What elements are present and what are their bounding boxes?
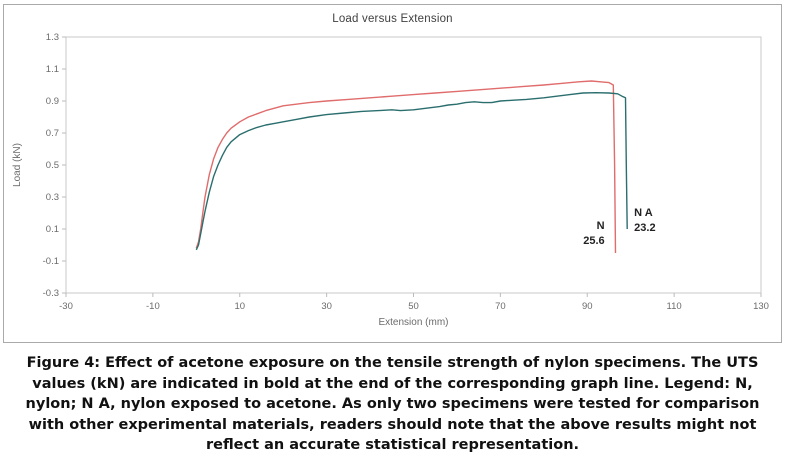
chart-panel: Load versus Extension -30 -10 10 30 50 70 90 11… [3,4,782,343]
y-tick-label: 0.9 [46,96,59,107]
y-tick-label: 0.5 [46,160,59,171]
y-tick-label: 0.1 [46,224,59,235]
uts-series-label: N A [634,207,653,219]
uts-value-label: 25.6 [583,235,604,247]
figure-caption: Figure 4: Effect of acetone exposure on … [25,355,760,454]
y-tick-label: -0.3 [43,288,59,299]
chart-title: Load versus Extension [332,13,453,25]
x-tick-label: 10 [234,301,245,312]
x-tick-label: 30 [321,301,332,312]
x-tick-label: -30 [59,301,73,312]
y-tick-label: 1.3 [46,32,59,43]
x-tick-label: 70 [495,301,506,312]
y-tick-label: 0.7 [46,128,59,139]
axes: -30 -10 10 30 50 70 90 110 130 -0.3 -0.1 0.1 0.3 0.5 0… [12,32,769,328]
uts-annotation-N: N 25.6 [583,220,604,247]
y-tick-label: -0.1 [43,256,59,267]
x-axis-label: Extension (mm) [378,317,448,328]
x-tick-label: 90 [582,301,593,312]
y-tick-label: 0.3 [46,192,59,203]
x-tick-label: 50 [408,301,419,312]
chart-area: -30 -10 10 30 50 70 90 110 130 -0.3 -0.1 0.1 0.3 0.5 0… [4,27,783,335]
y-axis-label: Load (kN) [12,143,23,187]
x-tick-label: 130 [753,301,769,312]
uts-series-label: N [597,220,605,232]
x-tick-label: 110 [667,301,682,312]
chart-svg: -30 -10 10 30 50 70 90 110 130 -0.3 -0.1 0.1 0.3 0.5 0… [12,32,769,328]
plot-border [65,36,762,294]
x-tick-label: -10 [146,301,160,312]
series-line-N [195,80,617,254]
uts-annotation-N-A: N A 23.2 [634,207,655,234]
y-tick-label: 1.1 [46,64,59,75]
series-line-N-A [195,91,628,251]
uts-value-label: 23.2 [634,222,655,234]
